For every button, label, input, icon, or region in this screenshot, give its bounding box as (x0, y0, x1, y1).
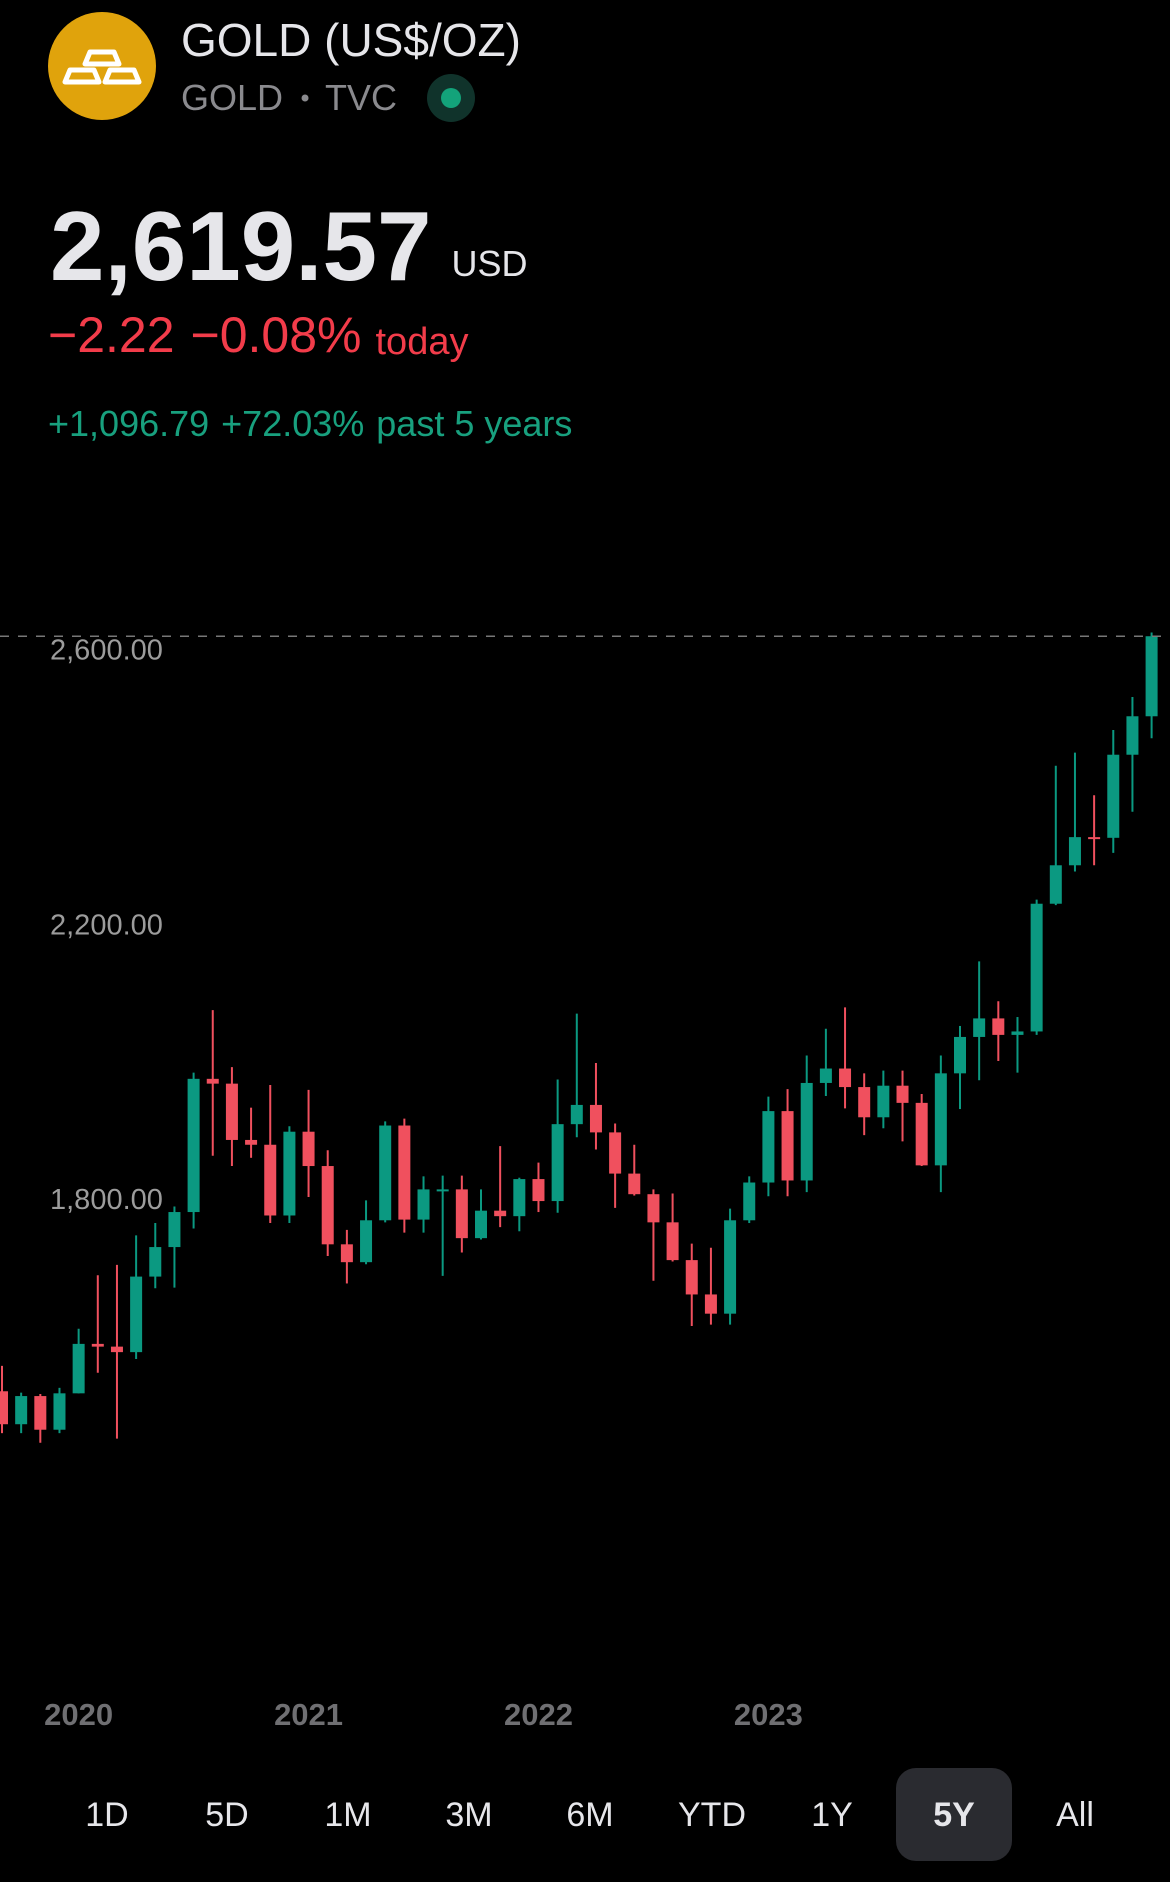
candle-body (149, 1247, 162, 1277)
candle-body (743, 1182, 756, 1221)
candle-body (513, 1179, 526, 1217)
candle-body (15, 1396, 28, 1425)
candle-body (896, 1085, 909, 1103)
candle-body (360, 1220, 373, 1263)
candle-body (1145, 636, 1158, 717)
change-period: +1,096.79 (48, 403, 209, 444)
x-tick-label: 2022 (504, 1697, 573, 1732)
candle-body (858, 1087, 871, 1118)
x-tick-label: 2020 (44, 1697, 113, 1732)
symbol-icon (48, 12, 156, 120)
candle-body (72, 1343, 85, 1394)
candle-body (130, 1276, 143, 1353)
candle-body (91, 1343, 104, 1347)
candle-body (283, 1131, 296, 1216)
candle-body (264, 1144, 277, 1216)
range-button[interactable]: 5Y (933, 1796, 975, 1834)
range-selector: 1D 5D 1M 3M 6M YTD 1Y 5Y All (85, 1768, 1094, 1861)
candle-body (762, 1111, 775, 1183)
change-pct-today: −0.08% (191, 307, 362, 363)
candle-body (1068, 837, 1081, 866)
range-button[interactable]: 1D (85, 1796, 128, 1834)
range-button[interactable]: 3M (445, 1796, 492, 1834)
exchange: TVC (325, 77, 397, 118)
candle-body (110, 1346, 123, 1353)
candle-body (800, 1082, 813, 1181)
candle-body (992, 1018, 1005, 1035)
currency: USD (451, 243, 527, 284)
range-button[interactable]: YTD (678, 1796, 746, 1834)
range-button[interactable]: 6M (566, 1796, 613, 1834)
candle-body (819, 1068, 832, 1083)
range-button[interactable]: 1Y (811, 1796, 853, 1834)
chart: 1,800.00 2,200.00 2,600.00 2020 2021 2022 2023 (0, 632, 1170, 1732)
candle-body (666, 1222, 679, 1261)
candle-body (1126, 716, 1139, 755)
candle-body (379, 1125, 392, 1221)
candle-body (934, 1073, 947, 1166)
candle-body (206, 1078, 219, 1084)
candle-body (1049, 865, 1062, 904)
x-tick-label: 2023 (734, 1697, 803, 1732)
price: 2,619.57 (50, 191, 431, 301)
candle-body (168, 1212, 181, 1248)
candle-body (0, 1391, 8, 1425)
candle-body (915, 1102, 928, 1166)
candle-body (570, 1104, 583, 1125)
candle-body (245, 1139, 258, 1145)
candle-body (302, 1131, 315, 1167)
candle-body (398, 1125, 411, 1220)
range-button[interactable]: All (1056, 1796, 1094, 1834)
candle-body (187, 1078, 200, 1213)
candle-body (724, 1220, 737, 1314)
candle-body (34, 1396, 47, 1430)
today-label: today (376, 321, 469, 363)
x-tick-label: 2021 (274, 1697, 343, 1732)
period-label: past 5 years (376, 403, 572, 444)
range-selected-bg (896, 1768, 1012, 1861)
y-tick-label: 2,600.00 (50, 635, 163, 667)
y-tick-label: 1,800.00 (50, 1184, 163, 1216)
candle-body (551, 1124, 564, 1202)
candle-body (954, 1036, 966, 1074)
candle-body (1030, 903, 1043, 1032)
candle-body (1107, 754, 1120, 838)
candle-body (877, 1085, 890, 1118)
candle-body (1088, 837, 1101, 840)
candle-body (436, 1189, 449, 1192)
symbol-code: GOLD (181, 77, 283, 118)
y-tick-label: 2,200.00 (50, 909, 163, 941)
candle-body (609, 1132, 622, 1174)
live-indicator (427, 74, 475, 122)
candle-body (1011, 1031, 1024, 1035)
candle-body (53, 1393, 66, 1430)
candle-body (647, 1194, 660, 1223)
candle-body (973, 1018, 986, 1037)
candle-body (839, 1068, 852, 1088)
range-button[interactable]: 5D (205, 1796, 248, 1834)
candle-body (685, 1260, 698, 1295)
symbol-title: GOLD (US$/OZ) (181, 14, 521, 66)
candle-body (321, 1166, 334, 1245)
candle-body (781, 1111, 794, 1181)
candle-body (704, 1294, 717, 1314)
candle-body (532, 1179, 545, 1202)
candle-body (225, 1083, 238, 1140)
candle-body (475, 1210, 487, 1239)
range-button[interactable]: 1M (324, 1796, 371, 1834)
candle-body (494, 1210, 507, 1217)
candle-body (455, 1189, 468, 1239)
candle-body (589, 1104, 602, 1133)
candle-body (628, 1173, 641, 1195)
separator-dot (301, 94, 309, 102)
change-pct-period: +72.03% (221, 403, 364, 444)
candle-body (417, 1189, 430, 1220)
candle-body (340, 1244, 353, 1263)
change-today: −2.22 (48, 307, 175, 363)
